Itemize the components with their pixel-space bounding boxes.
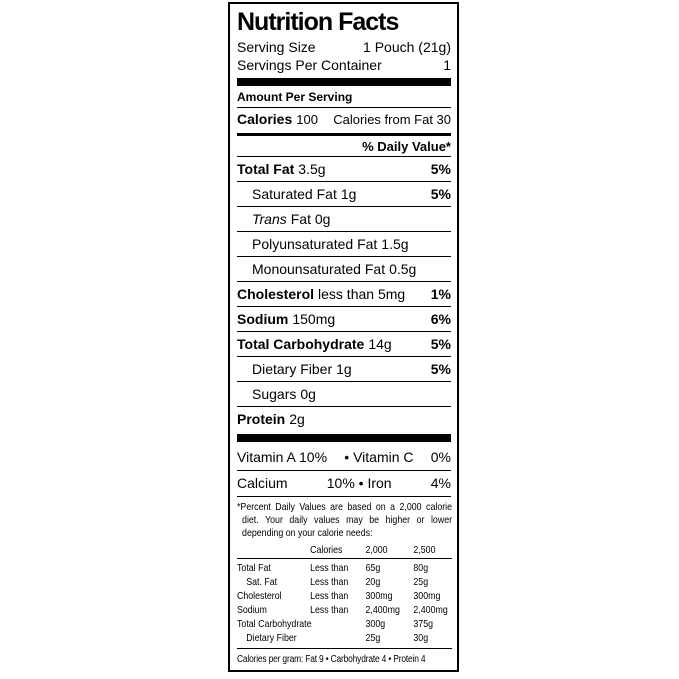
table-row-qualifier: Less than — [310, 562, 349, 574]
calcium-label: Calcium — [237, 475, 288, 491]
table-row-2000-value: 2,400mg — [365, 604, 400, 616]
table-row-2500-value: 80g — [413, 562, 429, 574]
vitamin-c-value: 0% — [430, 449, 451, 465]
servings-per-container-value: 1 — [443, 57, 451, 73]
nutrient-row-protein: Protein 2g — [237, 407, 451, 431]
nutrition-facts-label: Nutrition Facts Serving Size 1 Pouch (21… — [228, 2, 459, 672]
table-row-qualifier — [310, 617, 365, 631]
nutrient-row-sugars: Sugars 0g — [237, 382, 451, 408]
nutrient-row-sodium: Sodium 150mg 6% — [237, 307, 451, 333]
table-row-qualifier: Less than — [310, 576, 349, 588]
calories-per-gram-line: Calories per gram: Fat 9 • Carbohydrate … — [237, 648, 453, 666]
label-title: Nutrition Facts — [237, 8, 399, 36]
servings-per-container-row: Servings Per Container 1 — [237, 56, 451, 74]
calories-from-fat: Calories from Fat 30 — [333, 111, 451, 127]
table-row-2500-value: 300mg — [413, 590, 441, 602]
nutrient-row-total-carbohydrate: Total Carbohydrate 14g 5% — [237, 332, 451, 358]
table-header-calories: Calories — [310, 543, 366, 559]
table-header-2500: 2,500 — [413, 543, 453, 559]
nutrient-name: Polyunsaturated Fat 1.5g — [252, 236, 409, 253]
nutrient-name: Sodium 150mg — [237, 311, 336, 328]
nutrient-name: Total Fat 3.5g — [237, 161, 326, 178]
nutrient-daily-value: 6% — [430, 311, 451, 328]
table-row-name: Cholesterol — [237, 590, 282, 602]
nutrient-row-monounsaturated-fat: Monounsaturated Fat 0.5g — [237, 257, 451, 283]
nutrient-row-total-fat: Total Fat 3.5g 5% — [237, 157, 451, 183]
table-row-2000-value: 300mg — [365, 590, 393, 602]
nutrient-name: Monounsaturated Fat 0.5g — [252, 261, 417, 278]
nutrient-daily-value: 5% — [430, 161, 451, 178]
nutrient-daily-value: 1% — [430, 286, 451, 303]
table-header-2000: 2,000 — [365, 543, 414, 559]
table-row-2500-value: 375g — [413, 618, 434, 630]
table-row-name: Sodium — [237, 604, 267, 616]
table-row-2500-value: 25g — [413, 576, 429, 588]
table-row-2000-value: 300g — [365, 618, 386, 630]
table-row-2000-value: 65g — [365, 562, 381, 574]
table-row-2000-value: 25g — [365, 632, 381, 644]
table-row-2500-value: 2,400mg — [413, 604, 448, 616]
nutrient-daily-value: 5% — [430, 361, 451, 378]
vitamin-a-value: Vitamin A 10% — [237, 449, 328, 465]
nutrient-daily-value: 5% — [430, 186, 451, 203]
serving-size-row: Serving Size 1 Pouch (21g) — [237, 38, 451, 56]
serving-size-value: 1 Pouch (21g) — [363, 39, 451, 55]
table-header-blank — [237, 543, 311, 559]
nutrient-name: Dietary Fiber 1g — [252, 361, 352, 378]
table-row-name: Total Fat — [237, 562, 271, 574]
table-row-name: Dietary Fiber — [246, 632, 297, 644]
nutrient-name: Protein 2g — [237, 411, 305, 428]
table-row-name: Total Carbohydrate — [237, 618, 312, 630]
reference-values-table: Calories 2,000 2,500 Total Fat Less than… — [237, 543, 453, 645]
nutrient-name: Sugars 0g — [252, 386, 316, 403]
nutrient-row-saturated-fat: Saturated Fat 1g 5% — [237, 182, 451, 208]
nutrient-name: Trans Fat 0g — [252, 211, 331, 228]
table-row-2500-value: 30g — [413, 632, 429, 644]
calories-label-value: Calories 100 — [237, 110, 318, 127]
nutrient-name: Total Carbohydrate 14g — [237, 336, 392, 353]
servings-per-container-label: Servings Per Container — [237, 57, 382, 73]
nutrient-row-polyunsaturated-fat: Polyunsaturated Fat 1.5g — [237, 232, 451, 258]
divider-bar-thick — [237, 434, 451, 442]
vitamin-row-a-c: Vitamin A 10% • Vitamin C 0% — [237, 445, 451, 471]
nutrient-row-cholesterol: Cholesterol less than 5mg 1% — [237, 282, 451, 308]
calories-row: Calories 100 Calories from Fat 30 — [237, 108, 451, 131]
iron-value: 4% — [430, 475, 451, 491]
table-row-qualifier — [310, 631, 365, 645]
table-row-2000-value: 20g — [365, 576, 381, 588]
nutrient-name: Saturated Fat 1g — [252, 186, 357, 203]
vitamin-row-calcium-iron: Calcium 10% • Iron 4% — [237, 471, 451, 497]
vitamin-c-label: • Vitamin C — [344, 449, 414, 465]
nutrient-daily-value: 5% — [430, 336, 451, 353]
nutrient-row-dietary-fiber: Dietary Fiber 1g 5% — [237, 357, 451, 383]
table-row-qualifier: Less than — [310, 590, 349, 602]
nutrient-row-trans-fat: Trans Fat 0g — [237, 207, 451, 233]
daily-value-header: % Daily Value* — [237, 138, 451, 158]
amount-per-serving-header: Amount Per Serving — [237, 89, 451, 108]
divider-bar-thick — [237, 78, 451, 86]
table-row-name: Sat. Fat — [246, 576, 278, 588]
serving-size-label: Serving Size — [237, 39, 316, 55]
nutrient-name: Cholesterol less than 5mg — [237, 286, 406, 303]
table-row-qualifier: Less than — [310, 604, 349, 616]
divider-bar-medium — [237, 132, 451, 137]
footnote-section: *Percent Daily Values are based on a 2,0… — [237, 497, 453, 666]
calcium-iron-values: 10% • Iron — [326, 475, 392, 491]
daily-value-footnote: *Percent Daily Values are based on a 2,0… — [237, 501, 453, 539]
